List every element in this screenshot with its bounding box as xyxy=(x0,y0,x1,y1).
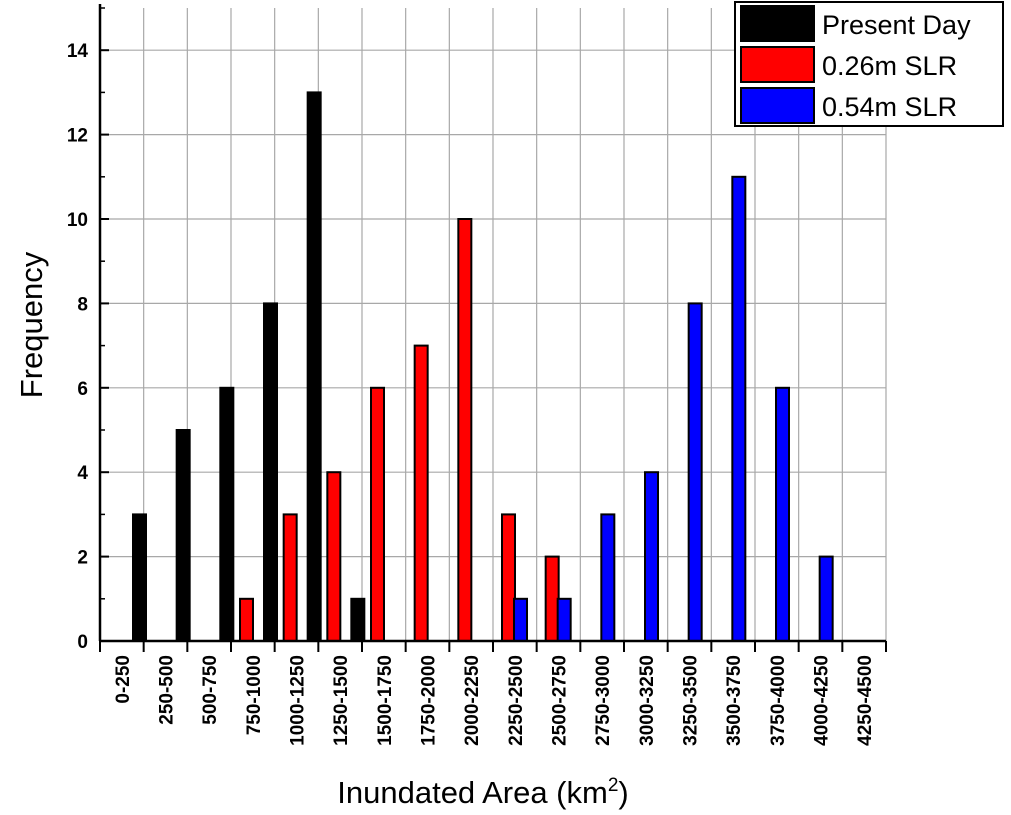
legend-swatch xyxy=(740,46,815,83)
y-tick-label: 12 xyxy=(67,126,88,147)
x-tick-label: 2500-2750 xyxy=(550,655,571,746)
bar xyxy=(282,513,298,643)
legend-swatch xyxy=(740,5,815,42)
bars xyxy=(132,91,834,643)
bar xyxy=(687,302,703,642)
legend-label: 0.26m SLR xyxy=(822,51,957,81)
x-axis-title-superscript: 2 xyxy=(608,775,619,796)
bar xyxy=(731,175,747,643)
x-tick-labels: 0-250 250-500 500-750 750-1000 1000-1250 1250… xyxy=(113,655,876,746)
bar xyxy=(775,386,790,642)
bar xyxy=(600,513,616,643)
y-tick-label: 6 xyxy=(77,379,88,400)
x-tick-label: 4000-4250 xyxy=(812,655,833,746)
y-tick-label: 4 xyxy=(77,463,88,484)
bar xyxy=(556,597,572,642)
axes xyxy=(98,4,887,652)
x-tick-label: 0-250 xyxy=(113,655,134,704)
bar xyxy=(818,555,834,642)
y-axis-title: Frequency xyxy=(14,251,49,398)
y-tick-label: 2 xyxy=(77,548,88,569)
x-tick-label: 1500-1750 xyxy=(375,655,396,746)
bar xyxy=(644,471,659,643)
x-tick-label: 3500-3750 xyxy=(724,655,745,746)
x-tick-label: 2250-2500 xyxy=(506,655,527,746)
bar xyxy=(326,471,342,643)
bar xyxy=(239,597,254,642)
x-tick-label: 3000-3250 xyxy=(637,655,658,746)
bar xyxy=(175,429,191,642)
y-tick-label: 10 xyxy=(67,210,88,231)
legend-label: Present Day xyxy=(822,10,971,40)
bar xyxy=(263,302,278,642)
legend-swatch xyxy=(740,87,815,124)
legend-label: 0.54m SLR xyxy=(822,92,957,122)
x-tick-label: 3250-3500 xyxy=(681,655,702,746)
y-tick-label: 8 xyxy=(77,294,88,315)
x-tick-label: 1750-2000 xyxy=(419,655,440,746)
y-tick-label: 0 xyxy=(77,632,88,653)
x-tick-label: 1000-1250 xyxy=(288,655,309,746)
bar xyxy=(457,218,473,642)
y-tick-label: 14 xyxy=(67,41,89,62)
bar xyxy=(219,386,235,642)
legend: Present Day 0.26m SLR 0.54m SLR xyxy=(734,1,1004,127)
x-tick-label: 2000-2250 xyxy=(462,655,483,746)
bar xyxy=(513,597,528,642)
x-axis-title-main: Inundated Area (km xyxy=(337,775,608,810)
x-tick-label: 750-1000 xyxy=(244,655,265,735)
x-axis-title-suffix: ) xyxy=(618,775,628,810)
bar xyxy=(350,597,366,642)
x-tick-label: 1250-1500 xyxy=(331,655,352,746)
bar xyxy=(413,344,429,642)
x-tick-label: 250-500 xyxy=(157,655,178,725)
y-tick-labels: 0 2 4 6 8 10 12 14 xyxy=(67,41,89,653)
bar xyxy=(370,386,385,642)
x-tick-label: 2750-3000 xyxy=(593,655,614,746)
x-tick-label: 500-750 xyxy=(200,655,221,725)
x-tick-label: 4250-4500 xyxy=(855,655,876,746)
x-tick-label: 3750-4000 xyxy=(768,655,789,746)
bar xyxy=(132,513,147,643)
bar xyxy=(306,91,322,642)
x-axis-title: Inundated Area (km2) xyxy=(337,775,628,810)
